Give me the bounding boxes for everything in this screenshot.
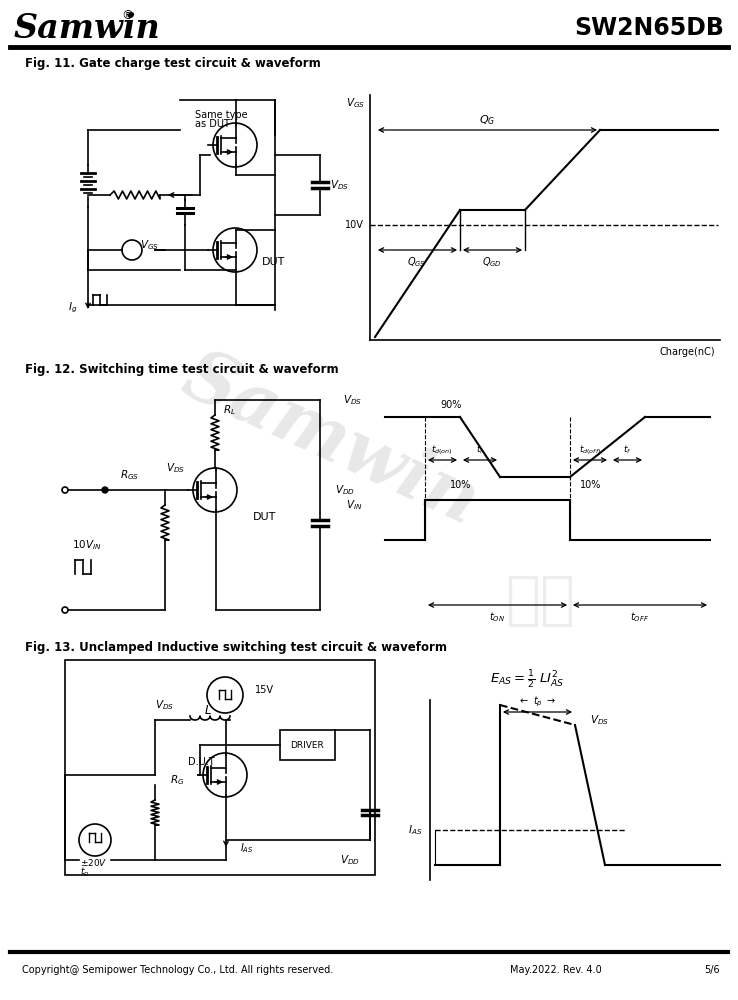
Text: L: L — [205, 704, 212, 716]
Text: Fig. 13. Unclamped Inductive switching test circuit & waveform: Fig. 13. Unclamped Inductive switching t… — [25, 642, 447, 654]
Text: $V_{DS}$: $V_{DS}$ — [330, 178, 349, 192]
Text: Fig. 11. Gate charge test circuit & waveform: Fig. 11. Gate charge test circuit & wave… — [25, 56, 321, 70]
Text: $10V_{IN}$: $10V_{IN}$ — [72, 538, 102, 552]
Text: $I_g$: $I_g$ — [68, 301, 77, 315]
Bar — [65, 660, 375, 875]
Text: $I_{AS}$: $I_{AS}$ — [407, 823, 422, 837]
Circle shape — [102, 487, 108, 493]
Text: $R_G$: $R_G$ — [170, 773, 184, 787]
Text: ®: ® — [121, 9, 134, 22]
Text: $I_{AS}$: $I_{AS}$ — [240, 841, 254, 855]
Text: Same type: Same type — [195, 110, 248, 120]
Text: 90%: 90% — [440, 400, 461, 410]
Text: $t_{d(on)}$: $t_{d(on)}$ — [431, 443, 453, 457]
Text: DRIVER: DRIVER — [290, 740, 324, 750]
Text: SW2N65DB: SW2N65DB — [574, 16, 724, 40]
Text: Copyright@ Semipower Technology Co., Ltd. All rights reserved.: Copyright@ Semipower Technology Co., Ltd… — [22, 965, 334, 975]
Circle shape — [62, 607, 68, 613]
Text: $Q_G$: $Q_G$ — [479, 113, 495, 127]
Text: $\pm 20V$: $\pm 20V$ — [80, 856, 108, 867]
Text: $V_{DS}$: $V_{DS}$ — [166, 461, 185, 475]
Text: DUT: DUT — [253, 512, 276, 522]
Text: $E_{AS} = \frac{1}{2}\ LI_{AS}^2$: $E_{AS} = \frac{1}{2}\ LI_{AS}^2$ — [490, 669, 565, 691]
Text: $V_{DD}$: $V_{DD}$ — [340, 853, 360, 867]
Text: 10%: 10% — [580, 480, 601, 490]
Text: 5/6: 5/6 — [704, 965, 720, 975]
Text: as DUT: as DUT — [195, 119, 230, 129]
Text: $t_{ON}$: $t_{ON}$ — [489, 610, 505, 624]
Text: 15V: 15V — [255, 685, 274, 695]
Text: $Q_{GD}$: $Q_{GD}$ — [482, 255, 502, 269]
Text: $V_{DS}$: $V_{DS}$ — [155, 698, 174, 712]
Text: $V_{IN}$: $V_{IN}$ — [345, 498, 362, 512]
Text: $t_f$: $t_f$ — [623, 444, 631, 456]
Text: Samwin: Samwin — [171, 341, 489, 539]
Text: May.2022. Rev. 4.0: May.2022. Rev. 4.0 — [510, 965, 602, 975]
Text: $V_{DS}$: $V_{DS}$ — [590, 713, 609, 727]
Text: D.U.T: D.U.T — [188, 757, 215, 767]
Text: Samwin: Samwin — [14, 11, 161, 44]
Text: $V_{DD}$: $V_{DD}$ — [335, 483, 355, 497]
Text: 10V: 10V — [345, 220, 364, 230]
Text: DUT: DUT — [262, 257, 286, 267]
Text: $t_{d(off)}$: $t_{d(off)}$ — [579, 443, 601, 457]
Text: $V_{GS}$: $V_{GS}$ — [140, 238, 159, 252]
Text: $t_{OFF}$: $t_{OFF}$ — [630, 610, 649, 624]
Circle shape — [62, 487, 68, 493]
Text: $t_p$: $t_p$ — [80, 865, 89, 879]
Text: Fig. 12. Switching time test circuit & waveform: Fig. 12. Switching time test circuit & w… — [25, 363, 339, 376]
Text: 10%: 10% — [450, 480, 472, 490]
Text: Charge(nC): Charge(nC) — [659, 347, 715, 357]
Text: $V_{DS}$: $V_{DS}$ — [343, 393, 362, 407]
Text: $Q_{GS}$: $Q_{GS}$ — [407, 255, 427, 269]
Bar — [280, 730, 335, 760]
Text: $V_{GS}$: $V_{GS}$ — [346, 96, 365, 110]
Text: $\leftarrow\ t_p\ \rightarrow$: $\leftarrow\ t_p\ \rightarrow$ — [518, 695, 556, 709]
Text: $R_{GS}$: $R_{GS}$ — [120, 468, 139, 482]
Text: $R_L$: $R_L$ — [223, 403, 236, 417]
Text: 标准: 标准 — [505, 572, 575, 629]
Text: $t_r$: $t_r$ — [476, 444, 484, 456]
